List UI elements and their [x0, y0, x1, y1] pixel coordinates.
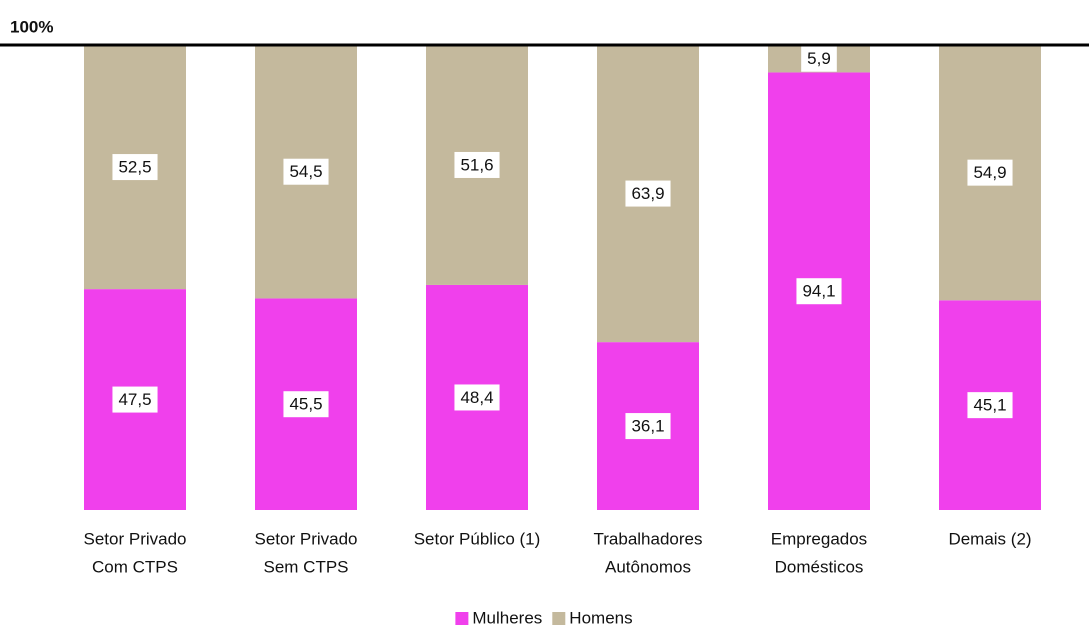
- y-tick-label: 100%: [10, 17, 53, 36]
- value-label: 63,9: [631, 184, 664, 203]
- value-label: 36,1: [631, 417, 664, 436]
- x-tick-label: Trabalhadores: [594, 529, 703, 548]
- value-label: 45,5: [289, 395, 322, 414]
- x-tick-label: Autônomos: [605, 557, 691, 576]
- value-label: 47,5: [118, 390, 151, 409]
- value-label-bg: [454, 151, 500, 178]
- value-label-bg: [112, 386, 158, 413]
- x-tick-label: Domésticos: [775, 557, 864, 576]
- legend-swatch: [552, 612, 566, 625]
- value-label: 54,5: [289, 162, 322, 181]
- value-label-bg: [283, 391, 329, 418]
- x-tick-label: Demais (2): [948, 529, 1031, 548]
- value-label-bg: [967, 159, 1013, 186]
- x-tick-label: Setor Privado: [84, 529, 187, 548]
- value-label: 54,9: [973, 163, 1006, 182]
- value-label: 52,5: [118, 158, 151, 177]
- value-label-bg: [625, 180, 671, 207]
- value-label-bg: [112, 154, 158, 181]
- value-label-bg: [796, 278, 842, 305]
- value-label-bg: [454, 384, 500, 411]
- value-label: 45,1: [973, 396, 1006, 415]
- value-label-bg: [967, 392, 1013, 419]
- value-label: 51,6: [460, 155, 493, 174]
- value-label: 5,9: [807, 49, 831, 68]
- value-label-bg: [283, 158, 329, 185]
- legend-label: Homens: [569, 608, 632, 627]
- value-label: 48,4: [460, 388, 493, 407]
- value-label-bg: [801, 45, 837, 72]
- legend-label: Mulheres: [472, 608, 542, 627]
- value-label: 94,1: [802, 282, 835, 301]
- legend-swatch: [455, 612, 469, 625]
- x-tick-label: Com CTPS: [92, 557, 178, 576]
- x-tick-label: Setor Público (1): [414, 529, 541, 548]
- x-tick-label: Empregados: [771, 529, 867, 548]
- x-tick-label: Sem CTPS: [263, 557, 348, 576]
- x-tick-label: Setor Privado: [255, 529, 358, 548]
- value-label-bg: [625, 413, 671, 440]
